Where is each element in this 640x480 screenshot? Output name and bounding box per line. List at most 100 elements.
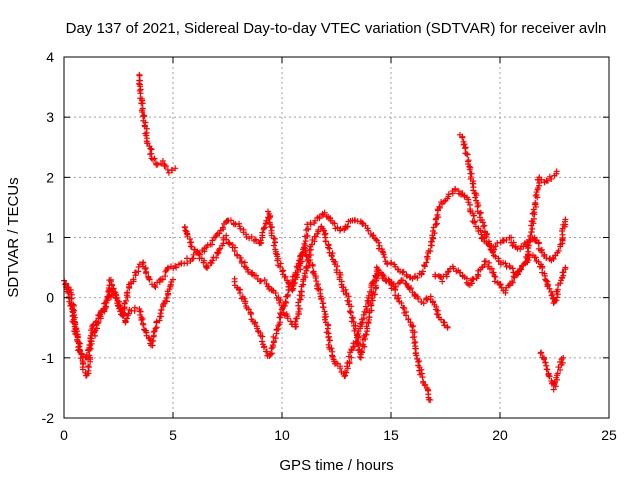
- data-point: [272, 290, 279, 297]
- data-point: [542, 359, 549, 366]
- data-point: [301, 233, 308, 240]
- data-point: [75, 347, 82, 354]
- data-point: [560, 354, 567, 361]
- data-point: [470, 187, 477, 194]
- data-point: [324, 325, 331, 332]
- data-point: [204, 242, 211, 249]
- data-point: [268, 345, 275, 352]
- data-point: [125, 310, 132, 317]
- data-point: [265, 208, 272, 215]
- data-point: [420, 300, 427, 307]
- data-point: [261, 343, 268, 350]
- data-point: [302, 238, 309, 245]
- data-point: [270, 242, 277, 249]
- data-point: [123, 315, 130, 322]
- data-point: [363, 323, 370, 330]
- data-point: [226, 240, 233, 247]
- data-point: [313, 278, 320, 285]
- data-point: [525, 236, 532, 243]
- data-point: [520, 243, 527, 250]
- data-point: [375, 239, 382, 246]
- y-axis-label: SDTVAR / TECUs: [5, 177, 22, 297]
- data-point: [83, 351, 90, 358]
- data-point: [245, 306, 252, 313]
- data-point: [384, 261, 391, 268]
- y-tick-label: 4: [46, 49, 54, 65]
- data-point: [306, 257, 313, 264]
- data-point: [149, 338, 156, 345]
- data-point: [85, 347, 92, 354]
- data-point: [260, 225, 267, 232]
- data-point: [364, 297, 371, 304]
- data-point: [297, 260, 304, 267]
- data-point: [557, 280, 564, 287]
- data-point: [152, 284, 159, 291]
- data-point: [303, 263, 310, 270]
- data-point: [141, 113, 148, 120]
- data-point: [444, 268, 451, 275]
- data-point: [365, 227, 372, 234]
- data-point: [548, 175, 555, 182]
- data-point: [537, 350, 544, 357]
- data-point: [441, 322, 448, 329]
- data-point: [459, 134, 466, 141]
- data-point: [553, 294, 560, 301]
- data-point: [169, 167, 176, 174]
- data-point: [328, 352, 335, 359]
- data-point: [167, 282, 174, 289]
- data-point: [85, 363, 92, 370]
- data-point: [555, 364, 562, 371]
- data-point: [408, 285, 415, 292]
- data-point: [237, 225, 244, 232]
- data-point: [528, 229, 535, 236]
- data-point: [410, 322, 417, 329]
- data-point: [141, 265, 148, 272]
- data-point: [296, 257, 303, 264]
- data-point: [150, 329, 157, 336]
- series-trace-8: [537, 349, 567, 393]
- data-point: [265, 215, 272, 222]
- data-point: [436, 203, 443, 210]
- data-point: [411, 339, 418, 346]
- data-point: [277, 263, 284, 270]
- data-point: [297, 266, 304, 273]
- data-point: [462, 144, 469, 151]
- data-point: [550, 255, 557, 262]
- data-point: [532, 237, 539, 244]
- data-point: [282, 298, 289, 305]
- data-point: [269, 342, 276, 349]
- x-tick-label: 10: [274, 427, 290, 443]
- data-point: [292, 269, 299, 276]
- data-point: [241, 295, 248, 302]
- series-trace-5: [231, 245, 451, 380]
- data-point: [341, 368, 348, 375]
- data-point: [477, 209, 484, 216]
- data-point: [516, 265, 523, 272]
- data-point: [164, 264, 171, 271]
- data-point: [344, 297, 351, 304]
- data-point: [295, 308, 302, 315]
- data-point: [471, 219, 478, 226]
- y-tick-label: 3: [46, 109, 54, 125]
- data-point: [372, 272, 379, 279]
- data-point: [532, 254, 539, 261]
- data-point: [103, 297, 110, 304]
- data-point: [427, 396, 434, 403]
- data-point: [149, 156, 156, 163]
- data-point: [429, 228, 436, 235]
- data-point: [481, 222, 488, 229]
- data-point: [296, 305, 303, 312]
- data-point: [545, 371, 552, 378]
- data-point: [470, 212, 477, 219]
- data-point: [110, 288, 117, 295]
- data-point: [517, 246, 524, 253]
- data-point: [483, 230, 490, 237]
- data-point: [435, 311, 442, 318]
- data-point: [281, 302, 288, 309]
- data-point: [559, 359, 566, 366]
- data-point: [509, 265, 516, 272]
- data-point: [325, 334, 332, 341]
- x-axis-label: GPS time / hours: [279, 457, 393, 474]
- data-point: [550, 300, 557, 307]
- data-point: [227, 217, 234, 224]
